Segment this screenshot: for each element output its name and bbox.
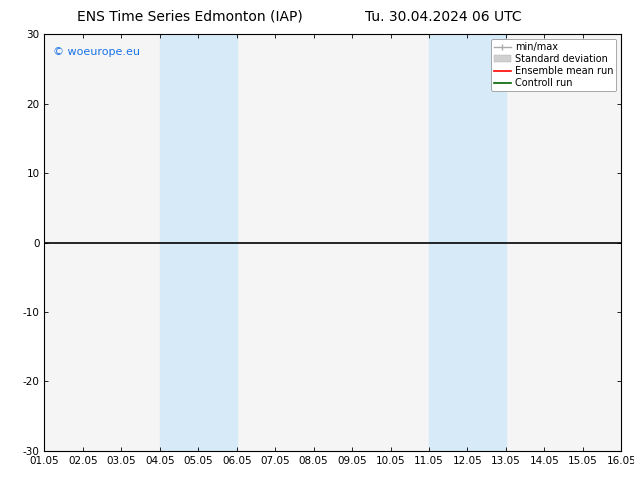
Legend: min/max, Standard deviation, Ensemble mean run, Controll run: min/max, Standard deviation, Ensemble me…: [491, 39, 616, 91]
Text: ENS Time Series Edmonton (IAP): ENS Time Series Edmonton (IAP): [77, 10, 303, 24]
Bar: [160, 34, 236, 451]
Text: Tu. 30.04.2024 06 UTC: Tu. 30.04.2024 06 UTC: [365, 10, 522, 24]
Text: © woeurope.eu: © woeurope.eu: [53, 47, 140, 57]
Bar: [429, 34, 506, 451]
